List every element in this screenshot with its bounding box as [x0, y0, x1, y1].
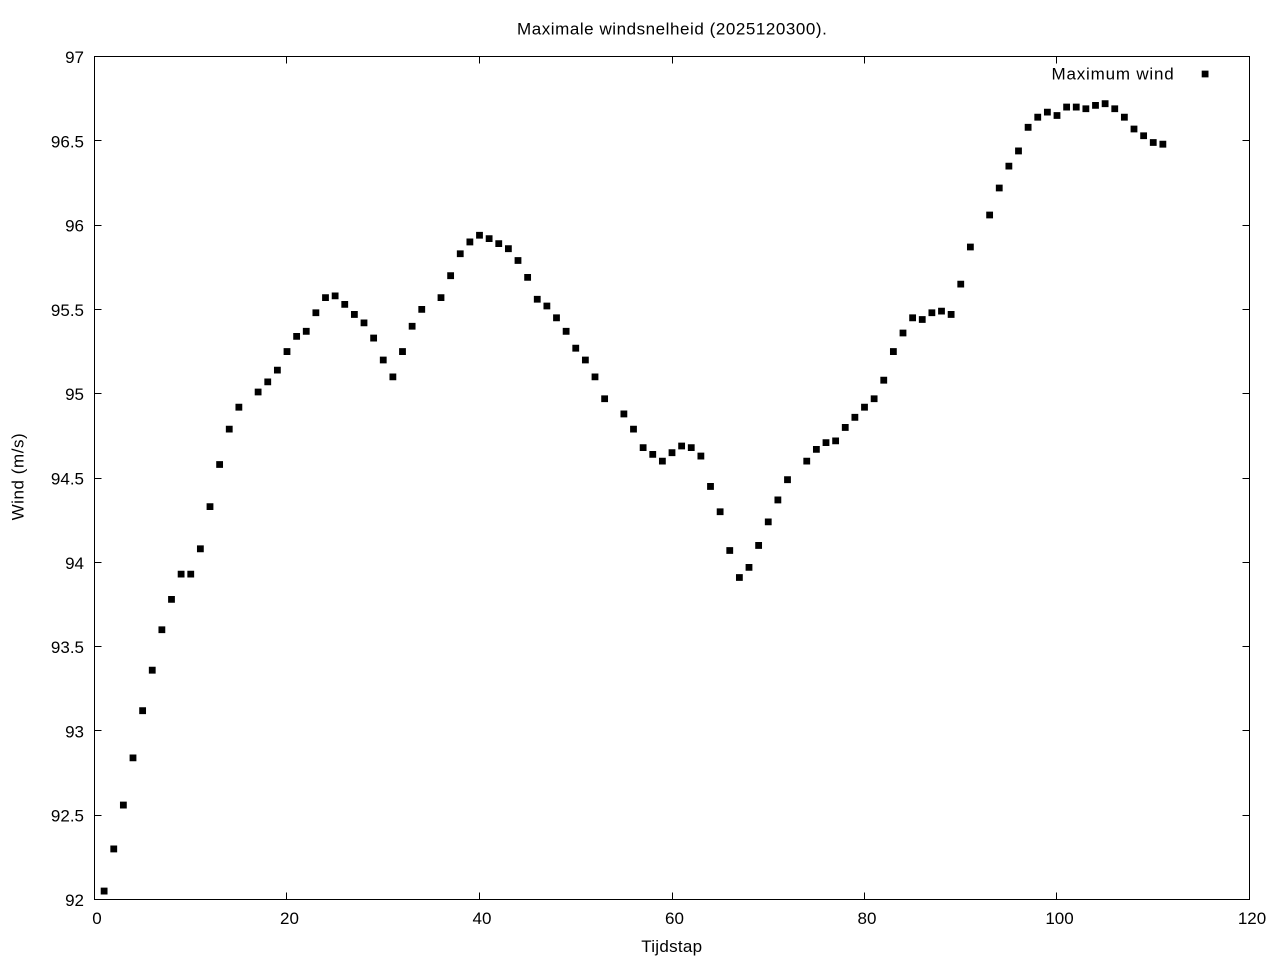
svg-text:92: 92 [65, 891, 84, 910]
svg-text:Maximale windsnelheid (2025120: Maximale windsnelheid (2025120300). [517, 20, 827, 39]
svg-text:120: 120 [1238, 909, 1266, 928]
svg-text:93.5: 93.5 [51, 638, 84, 657]
svg-text:0: 0 [92, 909, 101, 928]
svg-text:92.5: 92.5 [51, 807, 84, 826]
svg-text:97: 97 [65, 48, 84, 67]
svg-text:93: 93 [65, 722, 84, 741]
svg-text:100: 100 [1045, 909, 1073, 928]
svg-text:80: 80 [858, 909, 877, 928]
svg-text:Maximum wind: Maximum wind [1052, 64, 1175, 83]
svg-text:95.5: 95.5 [51, 301, 84, 320]
svg-text:94.5: 94.5 [51, 470, 84, 489]
svg-text:60: 60 [665, 909, 684, 928]
svg-text:40: 40 [473, 909, 492, 928]
svg-text:95: 95 [65, 385, 84, 404]
svg-text:96.5: 96.5 [51, 132, 84, 151]
svg-text:Wind (m/s): Wind (m/s) [9, 433, 28, 521]
svg-text:Tijdstap: Tijdstap [641, 937, 702, 956]
svg-text:20: 20 [280, 909, 299, 928]
svg-text:96: 96 [65, 217, 84, 236]
svg-text:94: 94 [65, 554, 84, 573]
